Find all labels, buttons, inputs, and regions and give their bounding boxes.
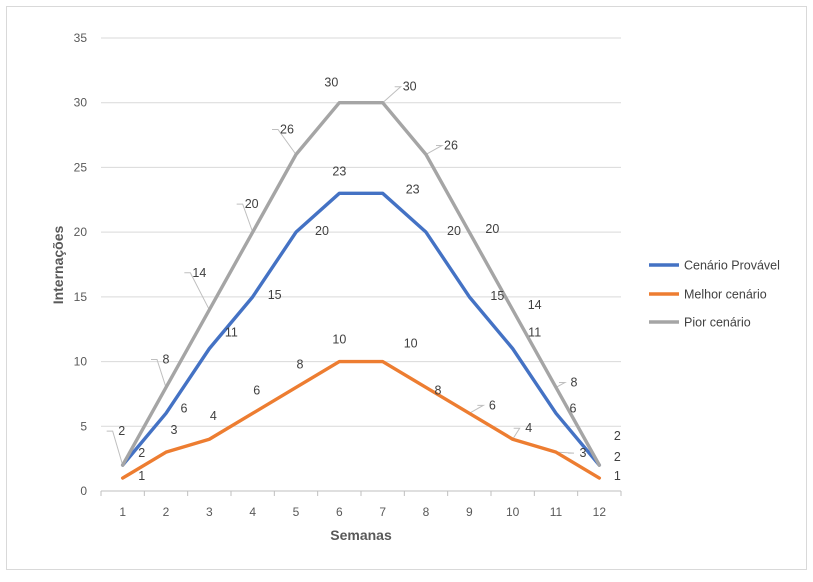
y-tick-label: 0 [80, 484, 87, 498]
data-label: 20 [447, 224, 461, 238]
series-line-2 [120, 359, 602, 480]
label-leader-line [512, 427, 521, 440]
legend-label-3: Pior cenário [684, 316, 751, 330]
y-tick-label: 35 [74, 31, 88, 45]
data-label: 23 [332, 164, 346, 178]
data-label: 8 [297, 357, 304, 371]
data-label: 20 [315, 224, 329, 238]
data-label: 14 [528, 298, 542, 312]
data-label: 8 [163, 352, 170, 366]
data-label: 26 [444, 138, 458, 152]
data-label: 1 [614, 469, 621, 483]
y-tick-label: 30 [74, 96, 88, 110]
data-label: 4 [210, 409, 217, 423]
leader-lines [106, 86, 575, 466]
data-label: 8 [571, 375, 578, 389]
chart-frame: 2 6 11 15 20 23 23 20 15 11 6 2 1 3 4 6 8 10 10 8 6 4 3 1 2 8 14 20… [6, 6, 807, 570]
data-label: 23 [406, 182, 420, 196]
data-label: 10 [404, 337, 418, 351]
x-tick-label: 7 [379, 505, 386, 519]
x-axis-title: Semanas [330, 527, 392, 543]
label-leader-line [555, 451, 575, 454]
label-leader-line [151, 358, 167, 388]
x-tick-label: 12 [593, 505, 607, 519]
legend-label-2: Melhor cenário [684, 288, 767, 302]
data-label: 11 [528, 326, 541, 340]
x-tick-label: 3 [206, 505, 213, 519]
data-label: 10 [332, 333, 346, 347]
data-label: 15 [490, 289, 504, 303]
y-tick-label: 5 [80, 419, 87, 433]
series-lines [120, 101, 602, 480]
data-label: 6 [489, 398, 496, 412]
data-label: 20 [485, 222, 499, 236]
y-tick-label: 25 [74, 160, 88, 174]
y-tick-label: 10 [74, 355, 88, 369]
label-leader-line [469, 404, 486, 414]
legend-label-1: Cenário Provável [684, 259, 780, 273]
label-leader-line [555, 381, 567, 388]
data-label: 4 [525, 421, 532, 435]
label-leader-line [272, 128, 297, 155]
data-label: 30 [324, 76, 338, 90]
data-label: 11 [225, 326, 238, 340]
data-label: 1 [138, 469, 145, 483]
data-label: 30 [403, 80, 417, 94]
x-tick-label: 5 [293, 505, 300, 519]
label-leader-line [425, 144, 444, 155]
data-label: 8 [435, 383, 442, 397]
y-tick-label: 15 [74, 290, 88, 304]
data-label: 2 [614, 429, 621, 443]
series-line-1 [120, 191, 602, 467]
data-label: 6 [181, 401, 188, 415]
data-label: 14 [192, 266, 206, 280]
y-tick-label: 20 [74, 225, 88, 239]
x-tick-label: 10 [506, 505, 520, 519]
label-leader-line [236, 203, 254, 233]
data-label: 6 [253, 383, 260, 397]
x-tick-label: 9 [466, 505, 473, 519]
data-label: 2 [118, 424, 125, 438]
x-tick-label: 8 [423, 505, 430, 519]
gridlines [100, 37, 622, 496]
label-leader-line [106, 430, 124, 466]
legend: Cenário Provável Melhor cenário Pior cenár… [649, 259, 780, 330]
data-label: 15 [268, 288, 282, 302]
data-label: 2 [614, 450, 621, 464]
x-tick-label: 2 [163, 505, 170, 519]
data-label: 3 [171, 423, 178, 437]
data-label: 6 [570, 401, 577, 415]
x-tick-label: 6 [336, 505, 343, 519]
data-label: 3 [580, 446, 587, 460]
data-label: 2 [138, 446, 145, 460]
label-leader-line [184, 272, 210, 311]
x-tick-label: 11 [550, 505, 563, 519]
x-tick-label: 4 [249, 505, 256, 519]
series-line-3 [120, 101, 602, 467]
y-axis-title: Internações [50, 225, 66, 304]
data-label: 20 [245, 197, 259, 211]
data-label: 26 [280, 122, 294, 136]
x-tick-label: 1 [119, 505, 126, 519]
label-leader-line [382, 86, 402, 104]
